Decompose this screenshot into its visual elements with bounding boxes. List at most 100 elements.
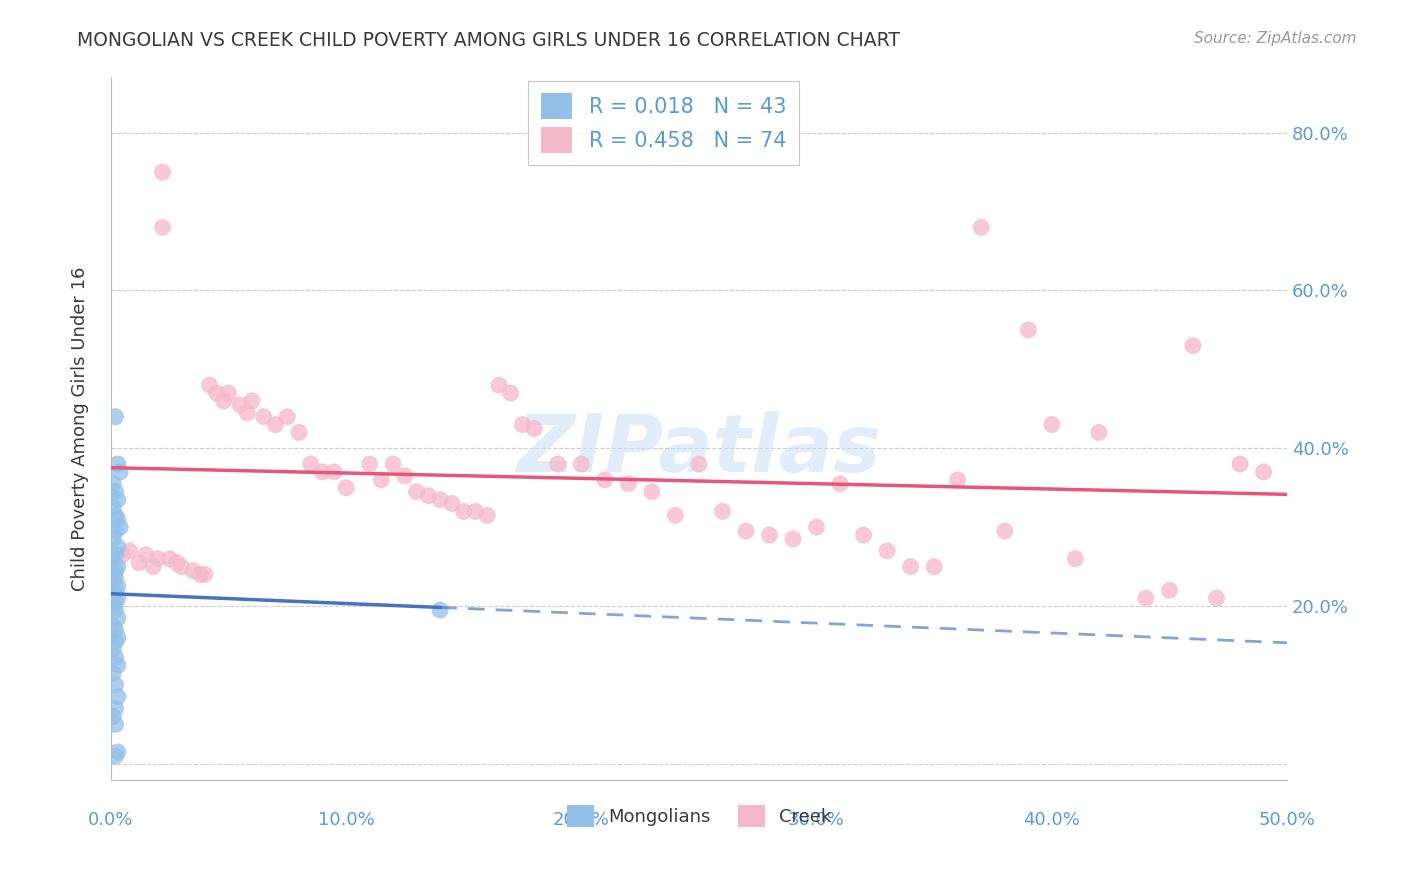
Text: 0.0%: 0.0%: [89, 811, 134, 830]
Point: [107, 591, 129, 606]
Point: [311, 465, 333, 479]
Point: [118, 544, 141, 558]
Point: [488, 378, 510, 392]
Point: [852, 528, 875, 542]
Point: [711, 504, 734, 518]
Point: [107, 690, 129, 704]
Point: [299, 457, 322, 471]
Point: [240, 393, 263, 408]
Text: 20.0%: 20.0%: [553, 811, 610, 830]
Point: [735, 524, 758, 538]
Point: [101, 551, 124, 566]
Point: [900, 559, 922, 574]
Point: [512, 417, 534, 432]
Text: 30.0%: 30.0%: [789, 811, 845, 830]
Point: [104, 524, 127, 538]
Point: [664, 508, 686, 523]
Point: [464, 504, 486, 518]
Point: [107, 512, 129, 526]
Point: [323, 465, 346, 479]
Point: [101, 642, 124, 657]
Point: [922, 559, 945, 574]
Point: [101, 532, 124, 546]
Point: [217, 386, 239, 401]
Point: [107, 611, 129, 625]
Point: [107, 457, 129, 471]
Point: [828, 476, 851, 491]
Point: [101, 619, 124, 633]
Point: [101, 666, 124, 681]
Point: [104, 634, 127, 648]
Point: [107, 559, 129, 574]
Point: [104, 595, 127, 609]
Point: [194, 567, 217, 582]
Point: [370, 473, 392, 487]
Point: [1159, 583, 1181, 598]
Text: Source: ZipAtlas.com: Source: ZipAtlas.com: [1194, 31, 1357, 46]
Point: [101, 567, 124, 582]
Point: [198, 378, 221, 392]
Y-axis label: Child Poverty Among Girls Under 16: Child Poverty Among Girls Under 16: [72, 267, 89, 591]
Point: [1229, 457, 1251, 471]
Point: [107, 745, 129, 759]
Point: [806, 520, 828, 534]
Point: [569, 457, 592, 471]
Point: [547, 457, 569, 471]
Point: [146, 551, 169, 566]
Point: [104, 650, 127, 665]
Point: [1205, 591, 1227, 606]
Point: [104, 548, 127, 562]
Point: [429, 603, 451, 617]
Point: [418, 489, 440, 503]
Text: 40.0%: 40.0%: [1024, 811, 1080, 830]
Point: [1253, 465, 1275, 479]
Point: [229, 398, 252, 412]
Point: [104, 583, 127, 598]
Text: ZIPatlas: ZIPatlas: [516, 410, 882, 489]
Text: MONGOLIAN VS CREEK CHILD POVERTY AMONG GIRLS UNDER 16 CORRELATION CHART: MONGOLIAN VS CREEK CHILD POVERTY AMONG G…: [77, 31, 900, 50]
Point: [394, 468, 416, 483]
Point: [758, 528, 780, 542]
Point: [1017, 323, 1039, 337]
Point: [382, 457, 405, 471]
Point: [453, 504, 475, 518]
Point: [499, 386, 522, 401]
Point: [104, 678, 127, 692]
Point: [135, 548, 157, 562]
Point: [288, 425, 311, 440]
Point: [101, 476, 124, 491]
Point: [1064, 551, 1087, 566]
Point: [166, 556, 188, 570]
Point: [101, 599, 124, 613]
Point: [359, 457, 381, 471]
Point: [429, 492, 451, 507]
Point: [104, 564, 127, 578]
Point: [107, 492, 129, 507]
Point: [1040, 417, 1063, 432]
Point: [101, 587, 124, 601]
Point: [477, 508, 499, 523]
Point: [104, 717, 127, 731]
Point: [107, 658, 129, 673]
Point: [253, 409, 276, 424]
Point: [142, 559, 165, 574]
Point: [617, 476, 640, 491]
Text: 10.0%: 10.0%: [318, 811, 374, 830]
Point: [205, 386, 228, 401]
Point: [108, 465, 131, 479]
Point: [523, 421, 546, 435]
Point: [994, 524, 1017, 538]
Point: [107, 540, 129, 554]
Point: [276, 409, 298, 424]
Point: [104, 571, 127, 585]
Point: [107, 579, 129, 593]
Point: [104, 748, 127, 763]
Point: [236, 406, 259, 420]
Point: [405, 484, 427, 499]
Point: [152, 165, 174, 179]
Point: [641, 484, 664, 499]
Point: [440, 496, 463, 510]
Point: [104, 409, 127, 424]
Point: [970, 220, 993, 235]
Point: [335, 481, 357, 495]
